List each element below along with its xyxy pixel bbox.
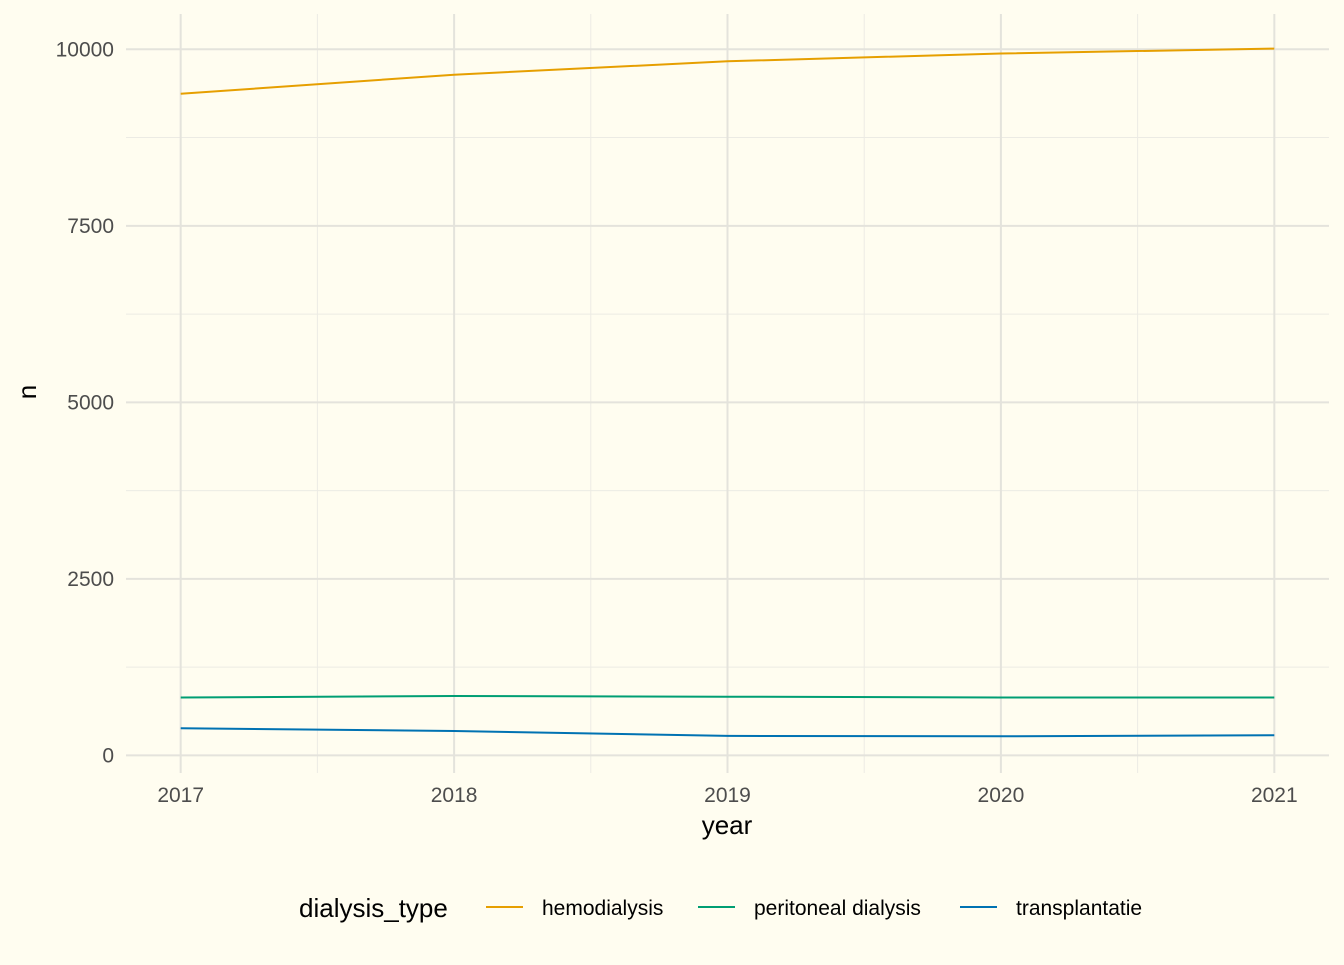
x-tick-label: 2021 xyxy=(1251,784,1298,807)
y-axis-label: n xyxy=(12,385,42,399)
y-axis-tick-labels: 0 2500 5000 7500 10000 xyxy=(56,38,114,767)
series-line-transplantatie xyxy=(180,727,1275,738)
y-tick-label: 2500 xyxy=(67,568,114,591)
y-tick-label: 7500 xyxy=(67,215,114,238)
x-axis-tick-labels: 2017 2018 2019 2020 2021 xyxy=(157,784,1297,807)
legend: dialysis_type hemodialysis peritoneal dia… xyxy=(299,893,1142,923)
major-gridlines xyxy=(126,14,1329,773)
x-tick-label: 2018 xyxy=(431,784,478,807)
series-line-peritoneal-dialysis xyxy=(180,694,1275,699)
series-lines xyxy=(180,47,1275,738)
x-tick-label: 2020 xyxy=(978,784,1025,807)
y-tick-label: 10000 xyxy=(56,38,114,61)
legend-title: dialysis_type xyxy=(299,893,448,923)
x-tick-label: 2017 xyxy=(157,784,204,807)
x-tick-label: 2019 xyxy=(704,784,751,807)
x-axis-label: year xyxy=(702,810,753,840)
series-line-hemodialysis xyxy=(180,47,1275,95)
y-tick-label: 5000 xyxy=(67,391,114,414)
legend-label-hemodialysis: hemodialysis xyxy=(542,897,663,920)
legend-label-peritoneal-dialysis: peritoneal dialysis xyxy=(754,897,921,920)
legend-label-transplantatie: transplantatie xyxy=(1016,897,1142,920)
y-tick-label: 0 xyxy=(102,744,114,767)
